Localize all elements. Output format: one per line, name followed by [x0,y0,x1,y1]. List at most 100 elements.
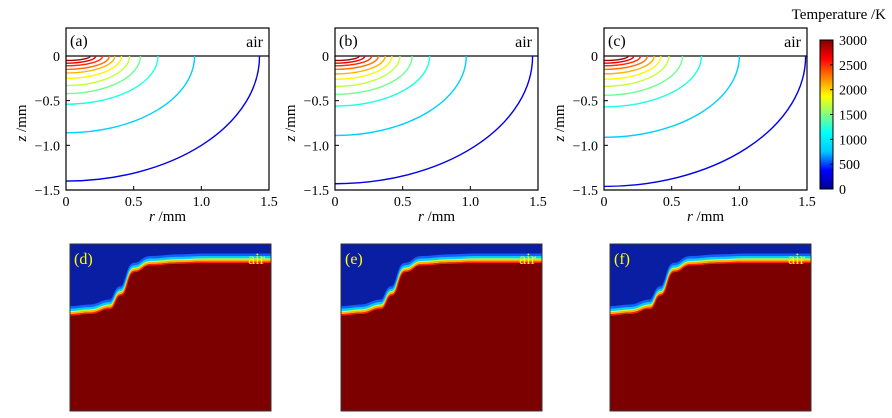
air-label: air [246,34,264,51]
heatmap-panel-d: (d) air [69,243,272,412]
contour-line [65,55,111,71]
air-strip [65,27,270,57]
colorbar-tick-label: 2000 [839,84,867,99]
contour-line [334,55,373,67]
heatmap-panel-e: (e) air [340,243,543,412]
heatmap-panel-f: (f) air [609,243,812,412]
colorbar-tick-label: 500 [839,158,860,173]
contour-line [603,55,630,62]
heatmap-frame [609,243,812,412]
contour-line [65,55,116,74]
contour-line [603,55,684,97]
x-tick-label: 1.0 [462,195,480,210]
colorbar: Temperature /K 3000 2500 2000 1500 1000 500 0 [792,7,886,198]
y-axis-label: z /mm [552,104,568,142]
contour-line [334,55,534,185]
contour-line [65,55,142,95]
contour-line [603,55,703,108]
interface-band [341,256,542,312]
y-tick-label: −1.0 [573,139,598,154]
y-axis-label: z /mm [283,104,299,142]
contour-line [65,55,97,64]
x-tick-label: 1.5 [260,195,278,210]
colorbar-title: Temperature /K [792,7,886,23]
air-label: air [784,34,802,51]
contour-line [65,55,92,62]
y-tick-label: −1.0 [35,139,60,154]
interface-band [341,253,542,311]
panel-label: (f) [614,251,630,268]
contour-line [65,55,196,134]
interface-band [610,261,811,317]
y-tick-label: −1.5 [304,184,329,199]
x-tick-label: 0 [601,195,608,210]
contour-line [334,55,393,80]
contour-line [334,55,431,107]
interface-band [70,253,271,311]
contour-line [603,55,807,188]
x-axis-label: r /mm [149,209,186,225]
contour-line [603,55,741,138]
contour-line [334,55,467,137]
y-tick-label: −1.5 [573,184,598,199]
metal-region [70,263,271,411]
contour-line [334,55,401,88]
air-strip [603,27,808,57]
contour-line [65,55,261,182]
y-tick-label: −1.0 [304,139,329,154]
x-tick-label: 0 [63,195,70,210]
contour-line [334,55,366,64]
panel-label: (b) [339,33,358,50]
plot-frame [334,56,539,191]
contour-panel-b: (b) air 0 0.5 1.0 1.5 0 −0.5 −1.0 −1.5 r /mm z /mm [283,27,547,225]
colorbar-tick-label: 1500 [839,109,867,124]
interface-band [341,261,542,317]
x-tick-label: 1.0 [731,195,749,210]
metal-region [341,263,542,411]
y-tick-label: −0.5 [304,95,329,110]
colorbar-tick-label: 1000 [839,133,867,148]
x-tick-label: 1.5 [529,195,547,210]
contour-line [603,55,670,88]
contour-panel-a: (a) air 0 0.5 1.0 1.5 0 −0.5 −1.0 −1.5 r /mm z /mm [14,27,278,225]
heatmap-frame [69,243,272,412]
colorbar-tick-label: 3000 [839,34,867,49]
contour-line [65,55,159,105]
contour-line [603,55,649,71]
colorbar-tick-label: 2500 [839,59,867,74]
metal-region [610,263,811,411]
x-tick-label: 1.5 [798,195,816,210]
air-strip [334,27,539,57]
x-tick-label: 0 [332,195,339,210]
x-tick-label: 1.0 [193,195,211,210]
interface-band [70,261,271,317]
x-tick-label: 0.5 [663,195,681,210]
contour-line [65,55,123,80]
colorbar-tick-label: 0 [839,183,846,198]
interface-band [341,259,542,315]
interface-band [610,259,811,315]
x-tick-label: 0.5 [394,195,412,210]
panel-label: (a) [70,33,88,50]
heatmap-frame [340,243,543,412]
contour-line [603,55,662,80]
x-axis-label: r /mm [418,209,455,225]
interface-band [610,253,811,311]
x-axis-label: r /mm [687,209,724,225]
y-tick-label: 0 [322,50,329,65]
contour-line [603,55,635,64]
air-label: air [788,251,806,268]
y-tick-label: −0.5 [35,95,60,110]
contour-line [65,55,104,67]
contour-line [603,55,655,75]
contour-line [603,55,642,67]
interface-band [610,256,811,312]
contour-line [334,55,386,75]
air-label: air [519,251,537,268]
panel-label: (d) [74,251,93,268]
y-tick-label: −0.5 [573,95,598,110]
interface-band [70,259,271,315]
contour-line [334,55,413,96]
y-tick-label: 0 [53,50,60,65]
